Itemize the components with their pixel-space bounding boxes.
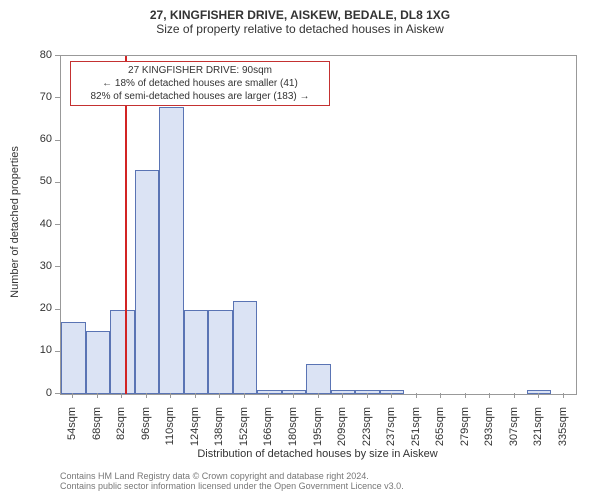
x-tick-label: 124sqm	[189, 407, 201, 457]
chart-subtitle: Size of property relative to detached ho…	[0, 22, 600, 36]
x-tick-label: 251sqm	[410, 407, 422, 457]
footer-attribution: Contains HM Land Registry data © Crown c…	[60, 471, 404, 491]
x-tick-mark	[72, 393, 73, 398]
histogram-bar	[135, 170, 160, 394]
histogram-bar	[159, 107, 184, 394]
x-tick-label: 82sqm	[115, 407, 127, 457]
x-tick-mark	[391, 393, 392, 398]
footer-line-2: Contains public sector information licen…	[60, 481, 404, 491]
x-tick-label: 321sqm	[532, 407, 544, 457]
y-tick-mark	[55, 393, 60, 394]
x-tick-label: 223sqm	[361, 407, 373, 457]
x-tick-label: 180sqm	[287, 407, 299, 457]
annotation-line-2: ← 18% of detached houses are smaller (41…	[75, 77, 325, 90]
y-tick-mark	[55, 309, 60, 310]
x-tick-label: 96sqm	[140, 407, 152, 457]
plot-area	[60, 55, 577, 395]
x-tick-mark	[416, 393, 417, 398]
annotation-box: 27 KINGFISHER DRIVE: 90sqm ← 18% of deta…	[70, 61, 330, 106]
y-axis-label: Number of detached properties	[9, 72, 21, 372]
y-tick-label: 80	[40, 49, 52, 61]
x-tick-label: 68sqm	[91, 407, 103, 457]
chart-container: { "title": "27, KINGFISHER DRIVE, AISKEW…	[0, 0, 600, 500]
x-tick-label: 152sqm	[238, 407, 250, 457]
y-tick-label: 20	[40, 302, 52, 314]
chart-title: 27, KINGFISHER DRIVE, AISKEW, BEDALE, DL…	[0, 0, 600, 22]
y-tick-label: 30	[40, 260, 52, 272]
y-tick-mark	[55, 97, 60, 98]
x-tick-label: 293sqm	[483, 407, 495, 457]
annotation-line-1: 27 KINGFISHER DRIVE: 90sqm	[75, 64, 325, 77]
x-tick-mark	[121, 393, 122, 398]
x-tick-label: 110sqm	[164, 407, 176, 457]
histogram-bar	[61, 322, 86, 394]
footer-line-1: Contains HM Land Registry data © Crown c…	[60, 471, 404, 481]
histogram-bar	[257, 390, 282, 394]
x-tick-label: 54sqm	[66, 407, 78, 457]
y-tick-mark	[55, 266, 60, 267]
y-tick-mark	[55, 351, 60, 352]
x-tick-label: 195sqm	[312, 407, 324, 457]
y-tick-mark	[55, 182, 60, 183]
histogram-bar	[306, 364, 331, 394]
histogram-bar	[86, 331, 111, 394]
x-tick-mark	[514, 393, 515, 398]
x-tick-mark	[342, 393, 343, 398]
x-tick-mark	[195, 393, 196, 398]
x-tick-mark	[538, 393, 539, 398]
x-tick-label: 138sqm	[213, 407, 225, 457]
x-tick-mark	[146, 393, 147, 398]
x-tick-mark	[244, 393, 245, 398]
y-tick-label: 0	[46, 387, 52, 399]
x-tick-mark	[440, 393, 441, 398]
x-tick-label: 307sqm	[508, 407, 520, 457]
annotation-line-3: 82% of semi-detached houses are larger (…	[75, 90, 325, 103]
y-tick-label: 70	[40, 91, 52, 103]
x-tick-mark	[219, 393, 220, 398]
x-tick-label: 237sqm	[385, 407, 397, 457]
histogram-bar	[233, 301, 258, 394]
x-tick-mark	[489, 393, 490, 398]
x-tick-mark	[293, 393, 294, 398]
x-tick-mark	[367, 393, 368, 398]
histogram-bar	[184, 310, 209, 395]
x-tick-mark	[268, 393, 269, 398]
x-tick-mark	[563, 393, 564, 398]
y-tick-mark	[55, 224, 60, 225]
histogram-bar	[110, 310, 135, 395]
y-tick-label: 60	[40, 133, 52, 145]
x-tick-label: 166sqm	[262, 407, 274, 457]
x-tick-label: 335sqm	[557, 407, 569, 457]
x-tick-mark	[465, 393, 466, 398]
x-tick-label: 209sqm	[336, 407, 348, 457]
x-tick-mark	[318, 393, 319, 398]
x-tick-mark	[97, 393, 98, 398]
y-tick-label: 10	[40, 344, 52, 356]
y-tick-label: 50	[40, 175, 52, 187]
y-tick-label: 40	[40, 218, 52, 230]
histogram-bar	[208, 310, 233, 395]
reference-line	[125, 56, 127, 394]
x-tick-mark	[170, 393, 171, 398]
x-tick-label: 265sqm	[434, 407, 446, 457]
y-tick-mark	[55, 140, 60, 141]
y-tick-mark	[55, 55, 60, 56]
x-tick-label: 279sqm	[459, 407, 471, 457]
